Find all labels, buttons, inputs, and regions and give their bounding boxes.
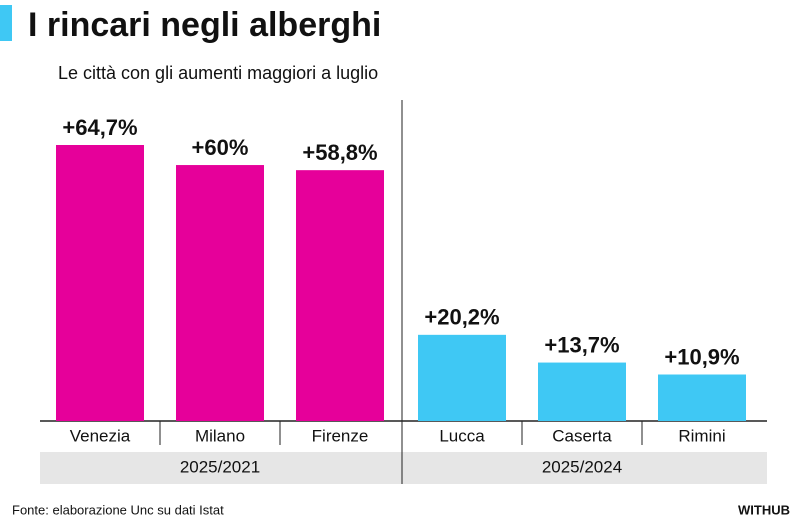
bar — [296, 170, 384, 421]
bar — [658, 374, 746, 421]
value-label: +64,7% — [62, 115, 137, 140]
source-note: Fonte: elaborazione Unc su dati Istat — [12, 502, 224, 517]
bar — [418, 334, 506, 421]
bar — [176, 165, 264, 421]
bar — [56, 145, 144, 421]
chart-title: I rincari negli alberghi — [28, 6, 381, 44]
group-label: 2025/2021 — [180, 457, 260, 476]
value-label: +20,2% — [424, 305, 499, 330]
x-tick-label: Milano — [195, 426, 245, 445]
brand: WITHUB — [738, 502, 790, 517]
x-tick-label: Caserta — [552, 426, 612, 445]
x-tick-label: Venezia — [70, 426, 131, 445]
value-label: +10,9% — [664, 344, 739, 369]
value-label: +58,8% — [302, 140, 377, 165]
bar — [538, 362, 626, 421]
title-accent — [0, 5, 12, 41]
group-band — [40, 452, 767, 484]
x-tick-label: Rimini — [678, 426, 725, 445]
value-label: +60% — [192, 135, 249, 160]
group-label: 2025/2024 — [542, 457, 622, 476]
x-tick-label: Lucca — [439, 426, 485, 445]
x-tick-label: Firenze — [312, 426, 369, 445]
chart-subtitle: Le città con gli aumenti maggiori a lugl… — [58, 63, 378, 83]
value-label: +13,7% — [544, 332, 619, 357]
